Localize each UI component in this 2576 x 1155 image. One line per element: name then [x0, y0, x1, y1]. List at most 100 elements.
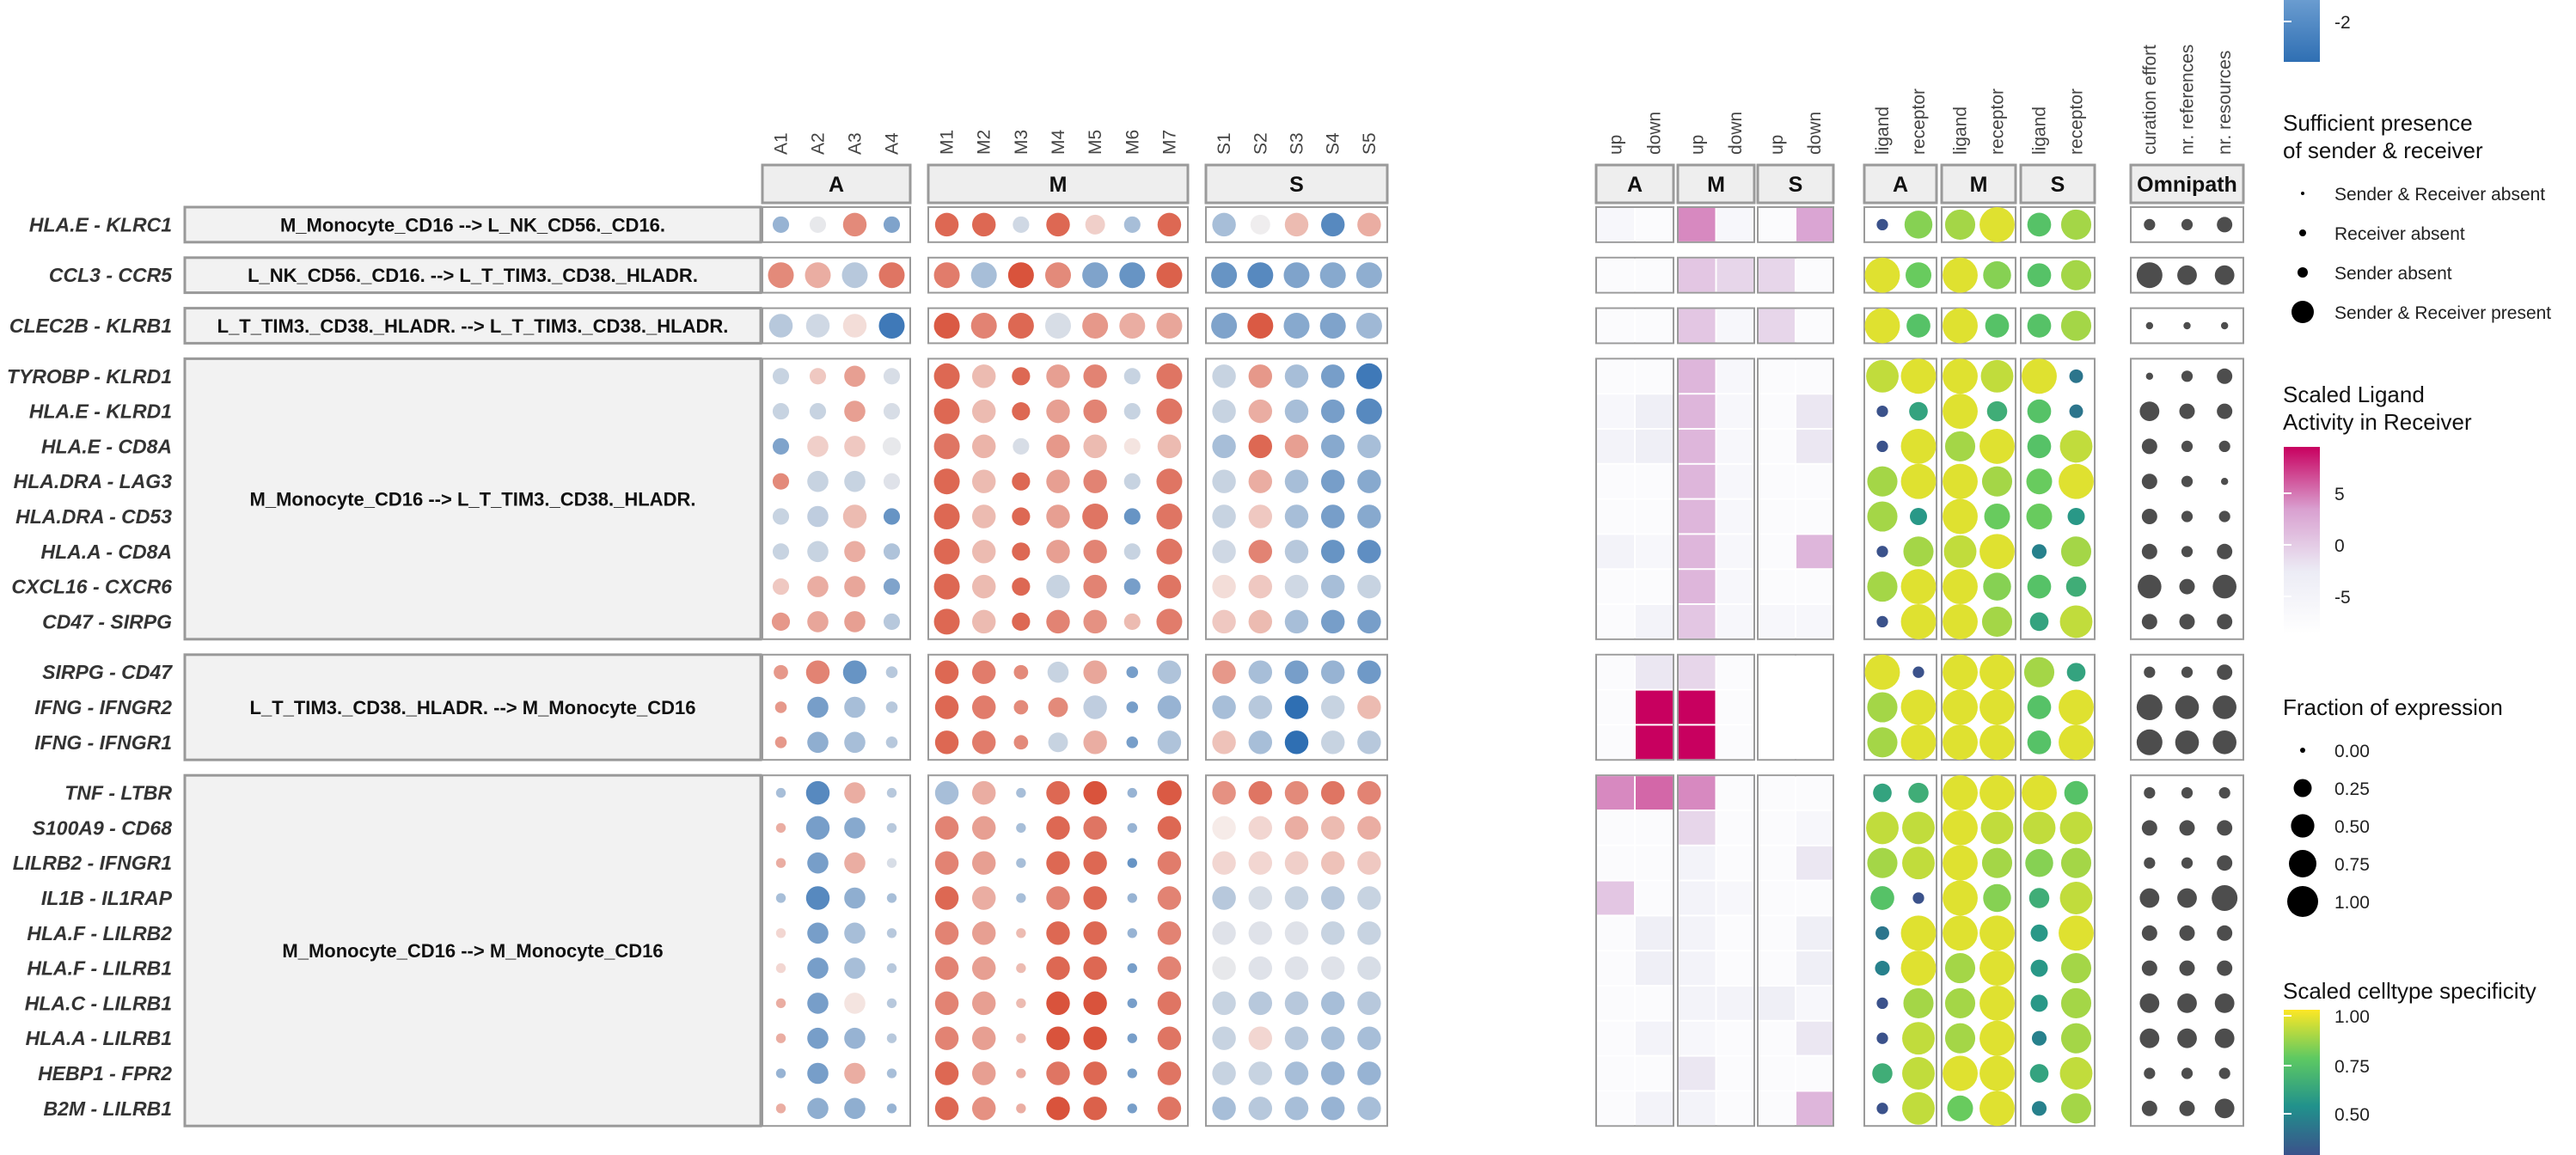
activity-tile — [1796, 605, 1833, 639]
expression-dot — [883, 613, 901, 630]
expression-dot — [1357, 434, 1381, 459]
activity-tile — [1597, 359, 1634, 394]
expression-dot — [1357, 1061, 1381, 1085]
specificity-dot — [2066, 663, 2086, 682]
omnipath-dot — [2139, 888, 2160, 908]
expression-dot — [807, 957, 829, 979]
presence-legend-dot — [2301, 192, 2304, 195]
strip-S-label: S — [1289, 173, 1304, 197]
activity-legend-title: Scaled Ligand — [2283, 382, 2425, 407]
activity-tile — [1679, 208, 1716, 241]
fraction-legend-label: 0.50 — [2334, 817, 2370, 837]
panel-frame — [762, 774, 911, 1128]
activity-column-label: down — [1645, 112, 1665, 155]
expression-dot — [1012, 612, 1031, 631]
omnipath-dot — [2218, 1067, 2230, 1079]
expression-dot — [886, 1103, 897, 1114]
expression-dot — [1319, 313, 1346, 339]
interaction-label: HLA.DRA - CD53 — [15, 505, 172, 528]
expression-dot — [775, 998, 786, 1009]
specificity-dot — [2064, 780, 2089, 805]
expression-dot — [1357, 574, 1381, 599]
expression-dot — [971, 956, 996, 981]
omnipath-dot — [2141, 474, 2157, 490]
expression-dot — [971, 1097, 996, 1121]
interaction-label: CD47 - SIRPG — [42, 610, 172, 632]
expression-dot — [1046, 921, 1070, 945]
expression-dot — [844, 852, 866, 874]
specificity-dot — [1943, 603, 1978, 639]
expression-dot — [1156, 608, 1183, 635]
expression-dot — [1083, 1026, 1107, 1050]
activity-tile — [1679, 499, 1716, 534]
expression-dot — [1126, 666, 1139, 678]
expression-dot — [1212, 434, 1236, 459]
expression-dot — [1284, 921, 1309, 945]
activity-tile — [1759, 655, 1795, 689]
expression-dot — [1248, 1061, 1273, 1085]
fraction-legend-title: Fraction of expression — [2283, 694, 2503, 720]
specificity-dot — [1944, 209, 1976, 240]
activity-tile — [1636, 655, 1673, 689]
activity-tile — [1716, 655, 1753, 689]
expression-dot — [1157, 921, 1182, 945]
expression-dot — [1248, 1097, 1273, 1121]
specificity-dot — [2059, 689, 2094, 725]
activity-column-label: down — [1805, 112, 1825, 155]
specificity-dot — [2022, 358, 2057, 394]
expression-dot — [1016, 962, 1026, 974]
interaction-label: S100A9 - CD68 — [33, 816, 173, 839]
activity-tile — [1796, 258, 1833, 292]
expression-dot — [774, 701, 787, 713]
specificity-dot — [1943, 569, 1978, 605]
fraction-legend-dot — [2289, 850, 2316, 877]
specificity-dot — [1902, 1057, 1935, 1090]
expression-dot — [1127, 1068, 1137, 1079]
specificity-dot — [2027, 730, 2052, 755]
activity-tile — [1716, 690, 1753, 724]
omnipath-dot — [2139, 401, 2160, 421]
expression-dot — [933, 363, 960, 389]
omnipath-dot — [2144, 666, 2156, 678]
activity-tile — [1597, 987, 1634, 1020]
specificity-dot — [2060, 1093, 2092, 1124]
expression-dot — [1212, 660, 1236, 684]
expression-dot — [1083, 956, 1107, 981]
interaction-label: HEBP1 - FPR2 — [38, 1062, 172, 1085]
omnipath-dot — [2181, 1067, 2194, 1079]
specificity-strip-S-label: S — [2051, 173, 2065, 197]
omnipath-dot — [2181, 510, 2194, 522]
activity-tile — [1636, 690, 1673, 724]
specificity-dot — [2027, 212, 2052, 237]
expression-dot — [1248, 991, 1273, 1016]
expression-dot — [1320, 1097, 1345, 1121]
expression-dot — [934, 695, 959, 719]
specificity-dot — [1873, 783, 1892, 803]
expression-dot — [1248, 780, 1273, 805]
expression-dot — [1083, 434, 1107, 459]
group-box — [183, 653, 762, 761]
omnipath-dot — [2144, 787, 2156, 799]
expression-dot — [1046, 851, 1070, 875]
expression-dot — [774, 664, 788, 680]
expression-dot — [934, 660, 959, 684]
expression-dot — [1320, 780, 1345, 805]
expression-dot — [971, 695, 996, 719]
omnipath-dot — [2141, 614, 2157, 630]
specificity-dot — [2059, 605, 2093, 639]
expression-dot — [971, 780, 996, 805]
activity-tile — [1597, 655, 1634, 689]
sample-label: M3 — [1012, 130, 1031, 155]
expression-dot — [809, 216, 827, 233]
expression-dot — [1046, 886, 1070, 910]
expression-dot — [1013, 437, 1030, 455]
activity-tile — [1796, 309, 1833, 343]
specificity-dot — [1985, 314, 2010, 338]
expression-dot — [883, 403, 901, 420]
activity-tile — [1759, 1091, 1795, 1126]
expression-dot — [883, 473, 901, 490]
expression-dot — [807, 611, 829, 632]
expression-dot — [1045, 313, 1071, 339]
presence-legend-dot — [2299, 229, 2306, 236]
